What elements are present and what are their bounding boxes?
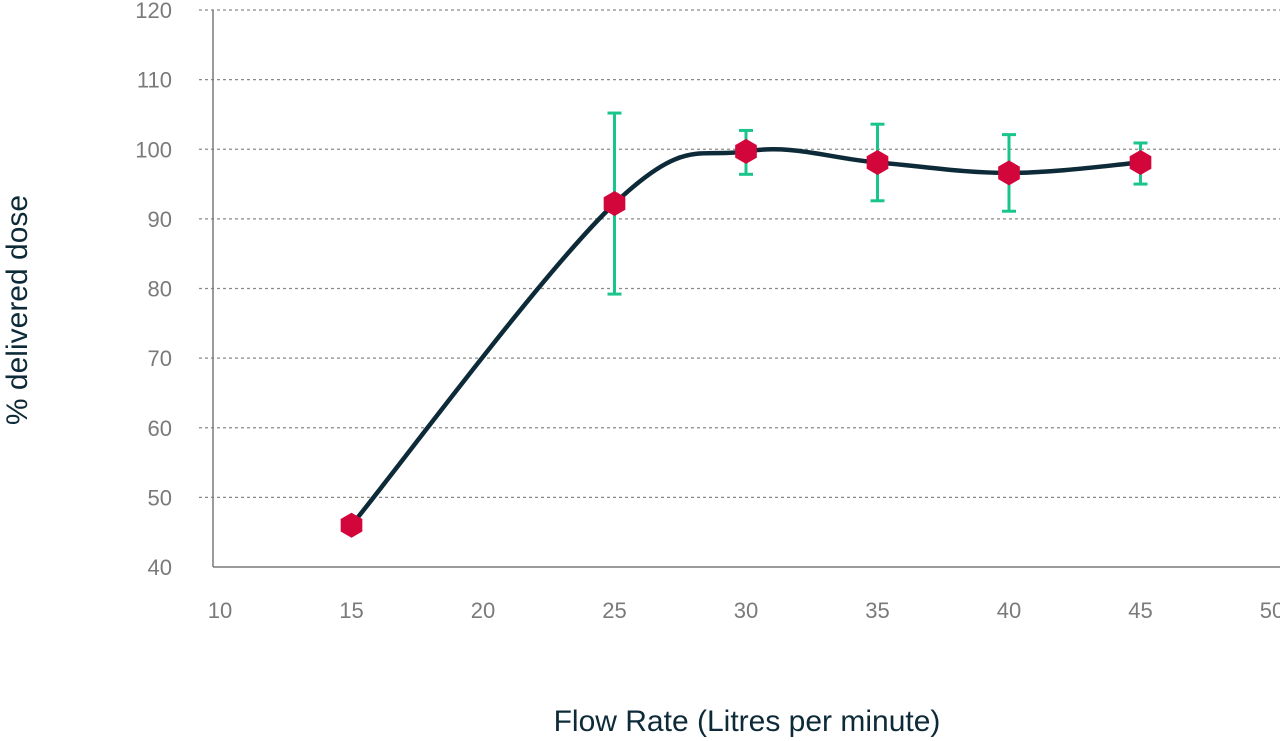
y-tick-label: 100 <box>135 137 172 162</box>
data-point-marker <box>340 512 363 538</box>
x-tick-labels: 10 15 20 25 30 35 40 45 50 <box>208 598 1280 623</box>
gridlines <box>199 9 1280 498</box>
x-tick-label: 15 <box>339 598 363 623</box>
x-tick-label: 20 <box>471 598 495 623</box>
series-line <box>349 147 1143 528</box>
y-tick-label: 60 <box>148 416 172 441</box>
y-axis-title: % delivered dose <box>1 195 34 425</box>
x-tick-label: 50 <box>1260 598 1280 623</box>
x-tick-label: 25 <box>602 598 626 623</box>
axes <box>212 10 1280 568</box>
y-tick-label: 50 <box>148 485 172 510</box>
data-points <box>340 138 1152 538</box>
x-tick-label: 35 <box>865 598 889 623</box>
y-tick-label: 80 <box>148 277 172 302</box>
x-tick-label: 10 <box>208 598 232 623</box>
data-point-marker <box>998 160 1020 186</box>
x-tick-label: 30 <box>734 598 758 623</box>
data-point-marker <box>735 138 757 164</box>
x-tick-label: 45 <box>1128 598 1152 623</box>
y-tick-label: 40 <box>148 555 172 580</box>
data-point-marker <box>603 191 626 217</box>
series-line-layer <box>349 147 1143 528</box>
x-axis-title: Flow Rate (Litres per minute) <box>554 705 941 738</box>
x-tick-label: 40 <box>997 598 1021 623</box>
y-tick-label: 70 <box>148 346 172 371</box>
y-tick-label: 120 <box>135 0 172 23</box>
data-point-marker <box>1129 149 1152 175</box>
y-tick-label: 110 <box>137 68 172 93</box>
y-tick-labels: 40 50 60 70 80 90 100 110 120 <box>135 0 172 580</box>
data-point-marker <box>866 149 889 175</box>
y-tick-label: 90 <box>148 207 172 232</box>
error-bars <box>607 111 1148 296</box>
